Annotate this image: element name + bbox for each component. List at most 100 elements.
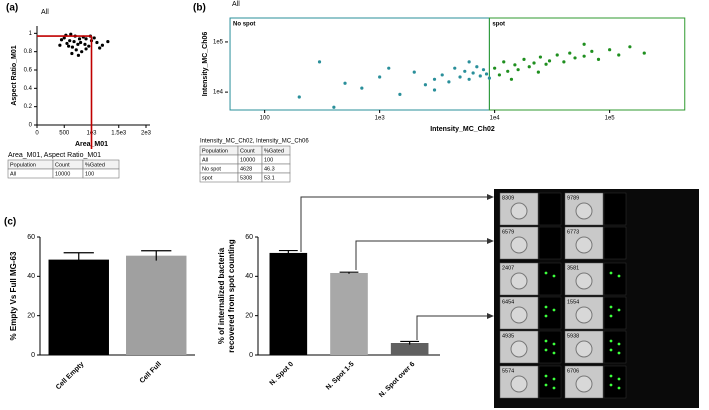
cell bbox=[575, 202, 593, 220]
point bbox=[447, 80, 451, 84]
tile-id: 5938 bbox=[567, 333, 579, 339]
point bbox=[332, 105, 336, 109]
point bbox=[432, 88, 437, 92]
y-tick-label: 0 bbox=[29, 123, 33, 129]
point bbox=[74, 48, 78, 52]
y-tick-label: 40 bbox=[27, 273, 35, 280]
table-title: Intensity_MC_Ch02, Intensity_MC_Ch06 bbox=[200, 139, 309, 145]
table-text: %Gated bbox=[85, 162, 105, 168]
point bbox=[77, 37, 82, 41]
x-tick-label: 500 bbox=[59, 131, 70, 137]
fluorescence-tile bbox=[603, 330, 627, 364]
x-tick-label: N. Spot 0 bbox=[269, 361, 295, 387]
table-text: Population bbox=[10, 162, 36, 168]
cell bbox=[510, 340, 528, 358]
arrow bbox=[300, 196, 490, 252]
point bbox=[70, 45, 75, 49]
point bbox=[87, 44, 91, 48]
point bbox=[493, 66, 497, 70]
x-axis-label: Intensity_MC_Ch02 bbox=[430, 126, 495, 133]
arrow-head bbox=[487, 194, 494, 200]
point bbox=[412, 70, 416, 74]
y-tick-label: 0.2 bbox=[24, 104, 33, 110]
point bbox=[527, 65, 531, 69]
cell bbox=[575, 306, 593, 324]
point bbox=[522, 57, 526, 61]
fluorescence-tile bbox=[538, 226, 562, 260]
spot bbox=[552, 377, 556, 381]
y-tick-label: 20 bbox=[27, 313, 35, 320]
point bbox=[92, 36, 96, 40]
point bbox=[562, 60, 566, 64]
x-tick-label: 1e3 bbox=[375, 116, 386, 122]
y-axis-label: recovered from spot counting bbox=[227, 239, 236, 352]
table-text: 100 bbox=[264, 157, 273, 163]
fluorescence-tile bbox=[603, 192, 627, 226]
point bbox=[481, 68, 486, 72]
point bbox=[484, 72, 489, 76]
point bbox=[467, 60, 471, 64]
spot bbox=[609, 339, 613, 343]
spot bbox=[609, 305, 613, 309]
point bbox=[513, 63, 517, 67]
y-tick-label: 0.6 bbox=[24, 68, 33, 74]
gate-label: spot bbox=[492, 22, 505, 28]
point bbox=[555, 53, 559, 57]
tile-id: 9789 bbox=[567, 195, 579, 201]
fluorescence-tile bbox=[538, 296, 562, 330]
point bbox=[84, 37, 88, 41]
point bbox=[536, 70, 540, 74]
y-tick-label: 0.4 bbox=[24, 86, 33, 92]
point bbox=[68, 39, 72, 43]
point bbox=[76, 53, 81, 57]
point bbox=[84, 47, 88, 51]
y-axis-label: Intensity_MC_Ch06 bbox=[202, 32, 209, 97]
table-text: All bbox=[10, 171, 16, 177]
point bbox=[463, 69, 467, 73]
table-text: Count bbox=[55, 162, 70, 168]
fluorescence-tile bbox=[603, 226, 627, 260]
point bbox=[423, 83, 428, 87]
y-axis-label: Aspect Ratio_M01 bbox=[11, 45, 18, 105]
table-text: 4628 bbox=[240, 166, 252, 172]
bar bbox=[48, 259, 109, 355]
point bbox=[297, 95, 301, 99]
arrow-heads bbox=[487, 194, 494, 319]
point bbox=[642, 51, 646, 55]
table-text: 10000 bbox=[55, 171, 70, 177]
x-tick-label: 1.5e3 bbox=[111, 131, 127, 137]
spot bbox=[544, 348, 548, 352]
point bbox=[72, 39, 76, 44]
tile-id: 2407 bbox=[502, 265, 514, 271]
tile-id: 6706 bbox=[567, 368, 579, 374]
point bbox=[360, 86, 364, 90]
table-text: 46.3 bbox=[264, 166, 275, 172]
point bbox=[475, 65, 479, 69]
arrows bbox=[300, 196, 490, 340]
point bbox=[69, 32, 73, 36]
cell bbox=[510, 202, 528, 220]
point bbox=[70, 51, 74, 56]
tile-id: 8309 bbox=[502, 195, 514, 201]
tile-id: 3581 bbox=[567, 265, 579, 271]
spot bbox=[544, 374, 548, 378]
fluorescence-tile bbox=[603, 296, 627, 330]
y-axis-label: % of internalized bacteria bbox=[217, 247, 226, 344]
point bbox=[506, 69, 510, 73]
table-text: 10000 bbox=[240, 157, 255, 163]
x-tick-label: 100 bbox=[260, 116, 271, 122]
point bbox=[378, 75, 382, 79]
point bbox=[80, 50, 84, 54]
y-axis-label: % Empty Vs Full MG-63 bbox=[9, 251, 18, 340]
point bbox=[582, 42, 586, 46]
arrow bbox=[355, 240, 490, 270]
table-text: 53.1 bbox=[264, 175, 275, 181]
panel-label: (a) bbox=[6, 3, 18, 14]
point bbox=[387, 66, 391, 70]
gate-label: No spot bbox=[233, 22, 255, 28]
point bbox=[509, 77, 514, 81]
tile-id: 6454 bbox=[502, 299, 514, 305]
tile-id: 5574 bbox=[502, 368, 514, 374]
spot bbox=[544, 314, 548, 318]
